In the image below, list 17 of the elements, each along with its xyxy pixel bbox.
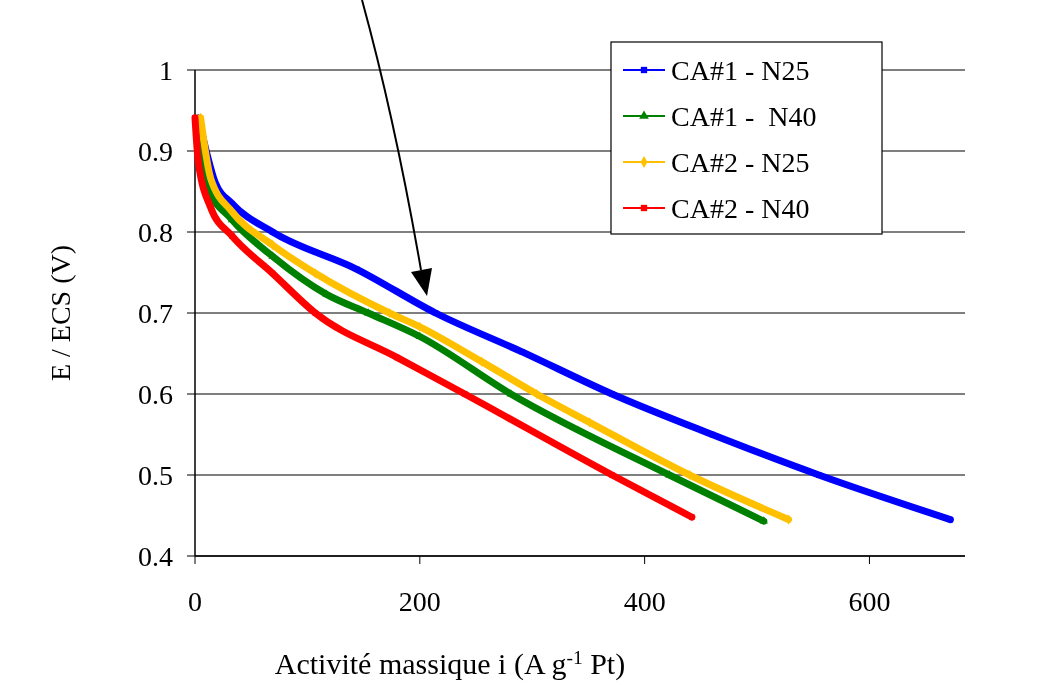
y-tick-label: 0.5 — [138, 459, 173, 491]
y-tick-label: 0.4 — [138, 540, 173, 572]
legend-label: CA#2 - N25 — [671, 146, 810, 178]
x-tick-label: 200 — [398, 586, 441, 617]
x-tick-label: 400 — [623, 586, 666, 617]
x-tick-label: 0 — [188, 586, 202, 617]
x-tick-label: 600 — [848, 586, 891, 617]
y-tick-label: 1 — [159, 54, 173, 86]
y-tick-label: 0.8 — [138, 216, 173, 248]
y-tick-label: 0.7 — [138, 297, 173, 329]
legend-label: CA#1 - N25 — [671, 54, 810, 86]
y-axis-title: E / ECS (V) — [45, 244, 76, 382]
legend-label: CA#2 - N40 — [671, 192, 810, 224]
x-axis-title: Activité massique i (A g$^{-1}$ Pt) — [274, 646, 626, 681]
legend-label: CA#1 - N40 — [671, 100, 817, 132]
y-tick-label: 0.9 — [138, 135, 173, 167]
y-tick-label: 0.6 — [138, 378, 173, 410]
